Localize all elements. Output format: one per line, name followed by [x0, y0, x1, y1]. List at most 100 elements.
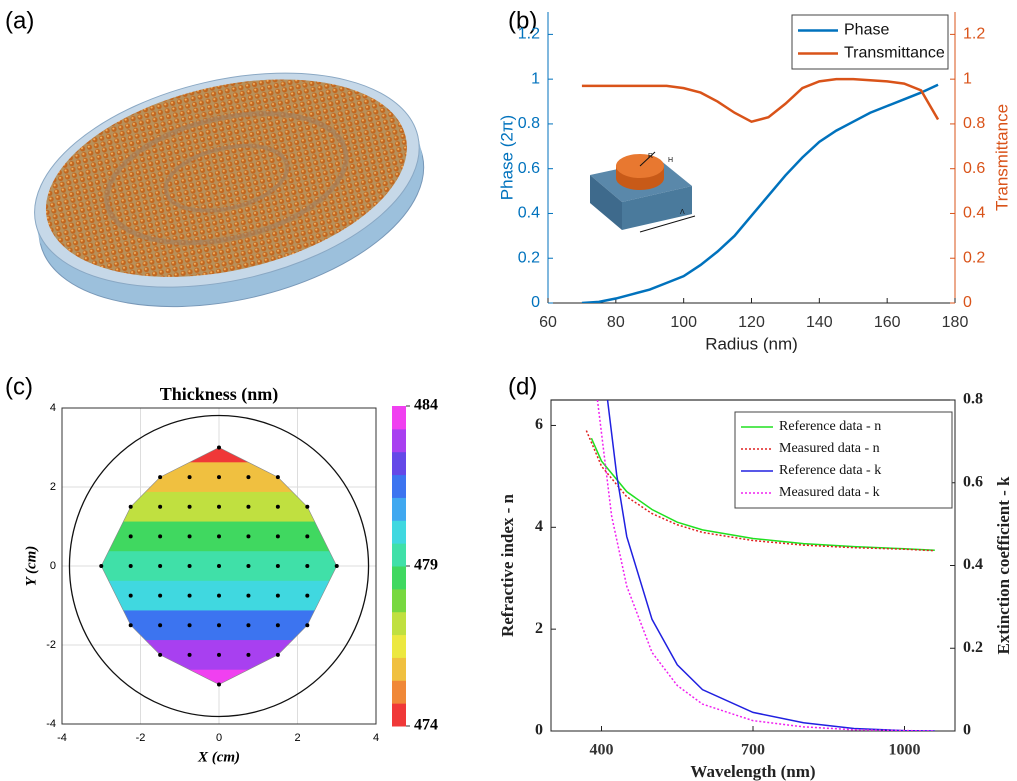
legend-label: Measured data - n	[779, 441, 880, 456]
y2-axis-label: Extinction coefficient - k	[994, 476, 1013, 655]
measurement-point	[276, 534, 280, 538]
measurement-point	[276, 505, 280, 509]
panel-label: (d)	[508, 373, 537, 400]
inset-label: Λ	[680, 209, 685, 216]
y-tick-label: 1	[531, 70, 540, 87]
y-axis-label: Phase (2π)	[497, 115, 516, 200]
x-tick-label: -4	[57, 732, 67, 744]
y2-tick-label: 0.8	[963, 115, 985, 132]
measurement-point	[188, 564, 192, 568]
measurement-point	[217, 534, 221, 538]
colorbar-cell	[392, 452, 406, 475]
measurement-point	[188, 534, 192, 538]
measurement-point	[158, 534, 162, 538]
legend-label: Reference data - n	[779, 419, 881, 434]
measurement-point	[305, 534, 309, 538]
colorbar-cell	[392, 543, 406, 566]
measurement-point	[217, 623, 221, 627]
measurement-point	[276, 653, 280, 657]
measurement-point	[158, 505, 162, 509]
measurement-point	[188, 475, 192, 479]
x-tick-label: 120	[738, 314, 765, 331]
y2-tick-label: 1.2	[963, 26, 985, 43]
colorbar-cell	[392, 497, 406, 520]
measurement-point	[276, 475, 280, 479]
legend: Phase Transmittance	[792, 15, 948, 69]
y2-tick-label: 1	[963, 70, 972, 87]
y2-tick-label: 0.2	[963, 249, 985, 266]
unit-cell-inset: RHΛ	[590, 152, 695, 232]
x-tick-label: 400	[590, 742, 614, 759]
y-tick-label: 0.6	[518, 160, 540, 177]
measurement-point	[246, 623, 250, 627]
colorbar-cell	[392, 475, 406, 498]
y2-tick-label: 0	[963, 294, 972, 311]
y-tick-label: 2	[50, 481, 56, 493]
measurement-point	[335, 564, 339, 568]
colorbar-cell	[392, 566, 406, 589]
x-tick-label: 700	[741, 742, 765, 759]
colorbar-cell	[392, 406, 406, 429]
measurement-point	[246, 594, 250, 598]
y-tick-label: 4	[535, 518, 543, 535]
metasurface-render	[13, 39, 444, 342]
measurement-point	[129, 534, 133, 538]
inset-label: R	[648, 153, 653, 160]
measurement-point	[188, 594, 192, 598]
colorbar-tick-label: 479	[414, 557, 438, 574]
x-tick-label: 0	[216, 732, 222, 744]
y2-axis-label: Transmittance	[992, 104, 1011, 211]
chart-title: Thickness (nm)	[160, 384, 279, 405]
measurement-point	[99, 564, 103, 568]
measurement-point	[276, 623, 280, 627]
colorbar-cell	[392, 520, 406, 543]
measurement-point	[158, 623, 162, 627]
measurement-point	[217, 594, 221, 598]
x-tick-label: 60	[539, 314, 557, 331]
x-tick-label: 1000	[889, 742, 921, 759]
colorbar-tick-label: 474	[414, 717, 438, 734]
y-axis-label: Y (cm)	[23, 546, 39, 587]
y2-tick-label: 0.6	[963, 160, 985, 177]
measurement-point	[129, 594, 133, 598]
colorbar-tick-label: 484	[414, 397, 438, 414]
measurement-point	[217, 446, 221, 450]
measurement-point	[158, 564, 162, 568]
figure: (a)(b)(c)(d)608010012014016018000.20.40.…	[0, 0, 1017, 781]
measurement-point	[246, 475, 250, 479]
colorbar-cell	[392, 589, 406, 612]
colorbar-cell	[392, 612, 406, 635]
measurement-point	[246, 653, 250, 657]
y-tick-label: 6	[535, 416, 543, 433]
y-axis-label: Refractive index - n	[498, 493, 517, 637]
y-tick-label: 0	[50, 560, 56, 572]
x-tick-label: 180	[942, 314, 969, 331]
measurement-point	[217, 683, 221, 687]
y-tick-label: 0.2	[518, 249, 540, 266]
measurement-point	[158, 594, 162, 598]
y-tick-label: -2	[46, 639, 56, 651]
y2-tick-label: 0	[963, 722, 971, 739]
x-axis-label: Wavelength (nm)	[690, 762, 815, 781]
colorbar-cell	[392, 703, 406, 726]
measurement-point	[129, 564, 133, 568]
y2-tick-label: 0.6	[963, 473, 983, 490]
x-tick-label: -2	[136, 732, 146, 744]
measurement-point	[217, 505, 221, 509]
y-tick-label: 0.8	[518, 115, 540, 132]
colorbar-cell	[392, 429, 406, 452]
y2-tick-label: 0.4	[963, 556, 983, 573]
legend-label: Phase	[844, 22, 889, 39]
colorbar-cell	[392, 657, 406, 680]
legend-label: Transmittance	[844, 45, 945, 62]
y-tick-label: 0	[531, 294, 540, 311]
y2-tick-label: 0.8	[963, 391, 983, 408]
y-tick-label: 2	[535, 620, 543, 637]
measurement-point	[158, 475, 162, 479]
x-axis-label: X (cm)	[197, 749, 240, 765]
measurement-point	[246, 505, 250, 509]
measurement-point	[305, 594, 309, 598]
